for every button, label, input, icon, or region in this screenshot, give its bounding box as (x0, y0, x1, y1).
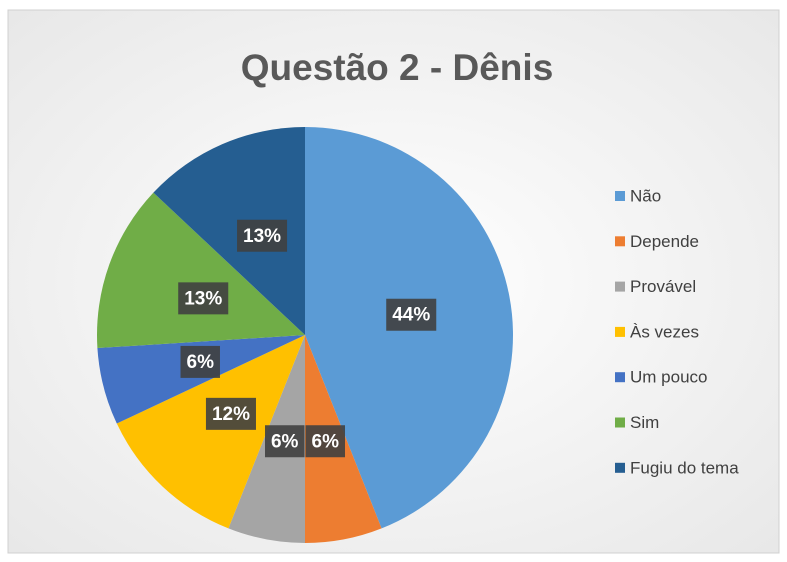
legend-swatch (615, 462, 625, 473)
legend-label: Provável (630, 277, 696, 296)
legend-swatch (615, 281, 625, 292)
legend-swatch (615, 236, 625, 247)
data-label-box (264, 425, 305, 458)
legend-swatch (615, 191, 625, 201)
data-label-box (178, 282, 229, 315)
data-label: 13% (243, 226, 281, 247)
legend-swatch (615, 417, 625, 428)
legend-label: Não (630, 186, 661, 205)
legend-label: Fugiu do tema (630, 458, 739, 477)
chart-title: Questão 2 - Dênis (241, 47, 554, 88)
data-label-box (386, 298, 437, 331)
data-label: 6% (187, 352, 215, 373)
legend-label: Sim (630, 413, 659, 432)
data-label: 13% (184, 288, 222, 309)
data-label-box (237, 219, 288, 252)
data-label: 6% (271, 431, 299, 452)
data-label-box (180, 345, 220, 378)
data-label: 6% (312, 431, 340, 452)
data-label-box (305, 425, 346, 458)
legend-label: Depende (630, 232, 699, 251)
pie-slice (97, 192, 305, 349)
legend-swatch (615, 326, 625, 337)
legend-swatch (615, 372, 625, 383)
data-label: 12% (212, 404, 250, 425)
legend-label: Um pouco (630, 368, 707, 387)
legend-label: Às vezes (630, 322, 699, 341)
pie-slice (153, 127, 305, 335)
pie-slice (97, 335, 306, 424)
data-label: 44% (392, 305, 430, 326)
data-label-box (205, 397, 256, 430)
pie-slice (116, 335, 305, 529)
